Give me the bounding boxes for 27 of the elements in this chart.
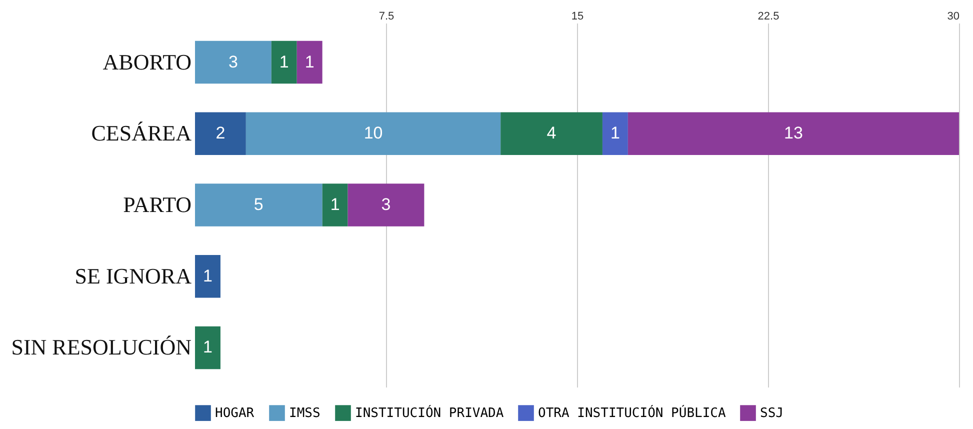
data-label: 4 — [546, 124, 556, 143]
data-label: 1 — [279, 52, 289, 72]
data-label: 13 — [784, 124, 803, 143]
x-tick-label: 15 — [571, 10, 584, 22]
data-label: 1 — [304, 52, 314, 72]
y-tick-label: SIN RESOLUCIÓN — [11, 334, 192, 360]
legend-label: SSJ — [760, 406, 784, 422]
data-label: 3 — [381, 195, 391, 214]
data-label: 1 — [203, 266, 212, 286]
legend-label: OTRA INSTITUCIÓN PÚBLICA — [538, 404, 726, 422]
y-tick-label: PARTO — [123, 192, 192, 217]
y-tick-label: SE IGNORA — [74, 263, 192, 288]
data-label: 1 — [610, 124, 620, 143]
data-label: 1 — [330, 195, 340, 214]
legend-label: HOGAR — [215, 406, 254, 422]
data-label: 3 — [228, 52, 238, 72]
y-tick-label: ABORTO — [102, 49, 192, 74]
legend-label: INSTITUCIÓN PRIVADA — [355, 404, 504, 422]
x-tick-label: 7.5 — [378, 10, 394, 22]
data-label: 5 — [254, 195, 264, 214]
legend-label: IMSS — [289, 406, 320, 422]
y-tick-label: CESÁREA — [91, 120, 192, 146]
x-tick-label: 30 — [947, 10, 960, 22]
data-label: 1 — [203, 338, 212, 357]
data-label: 10 — [364, 124, 383, 143]
data-label: 2 — [216, 124, 226, 143]
x-tick-label: 22.5 — [758, 10, 780, 22]
